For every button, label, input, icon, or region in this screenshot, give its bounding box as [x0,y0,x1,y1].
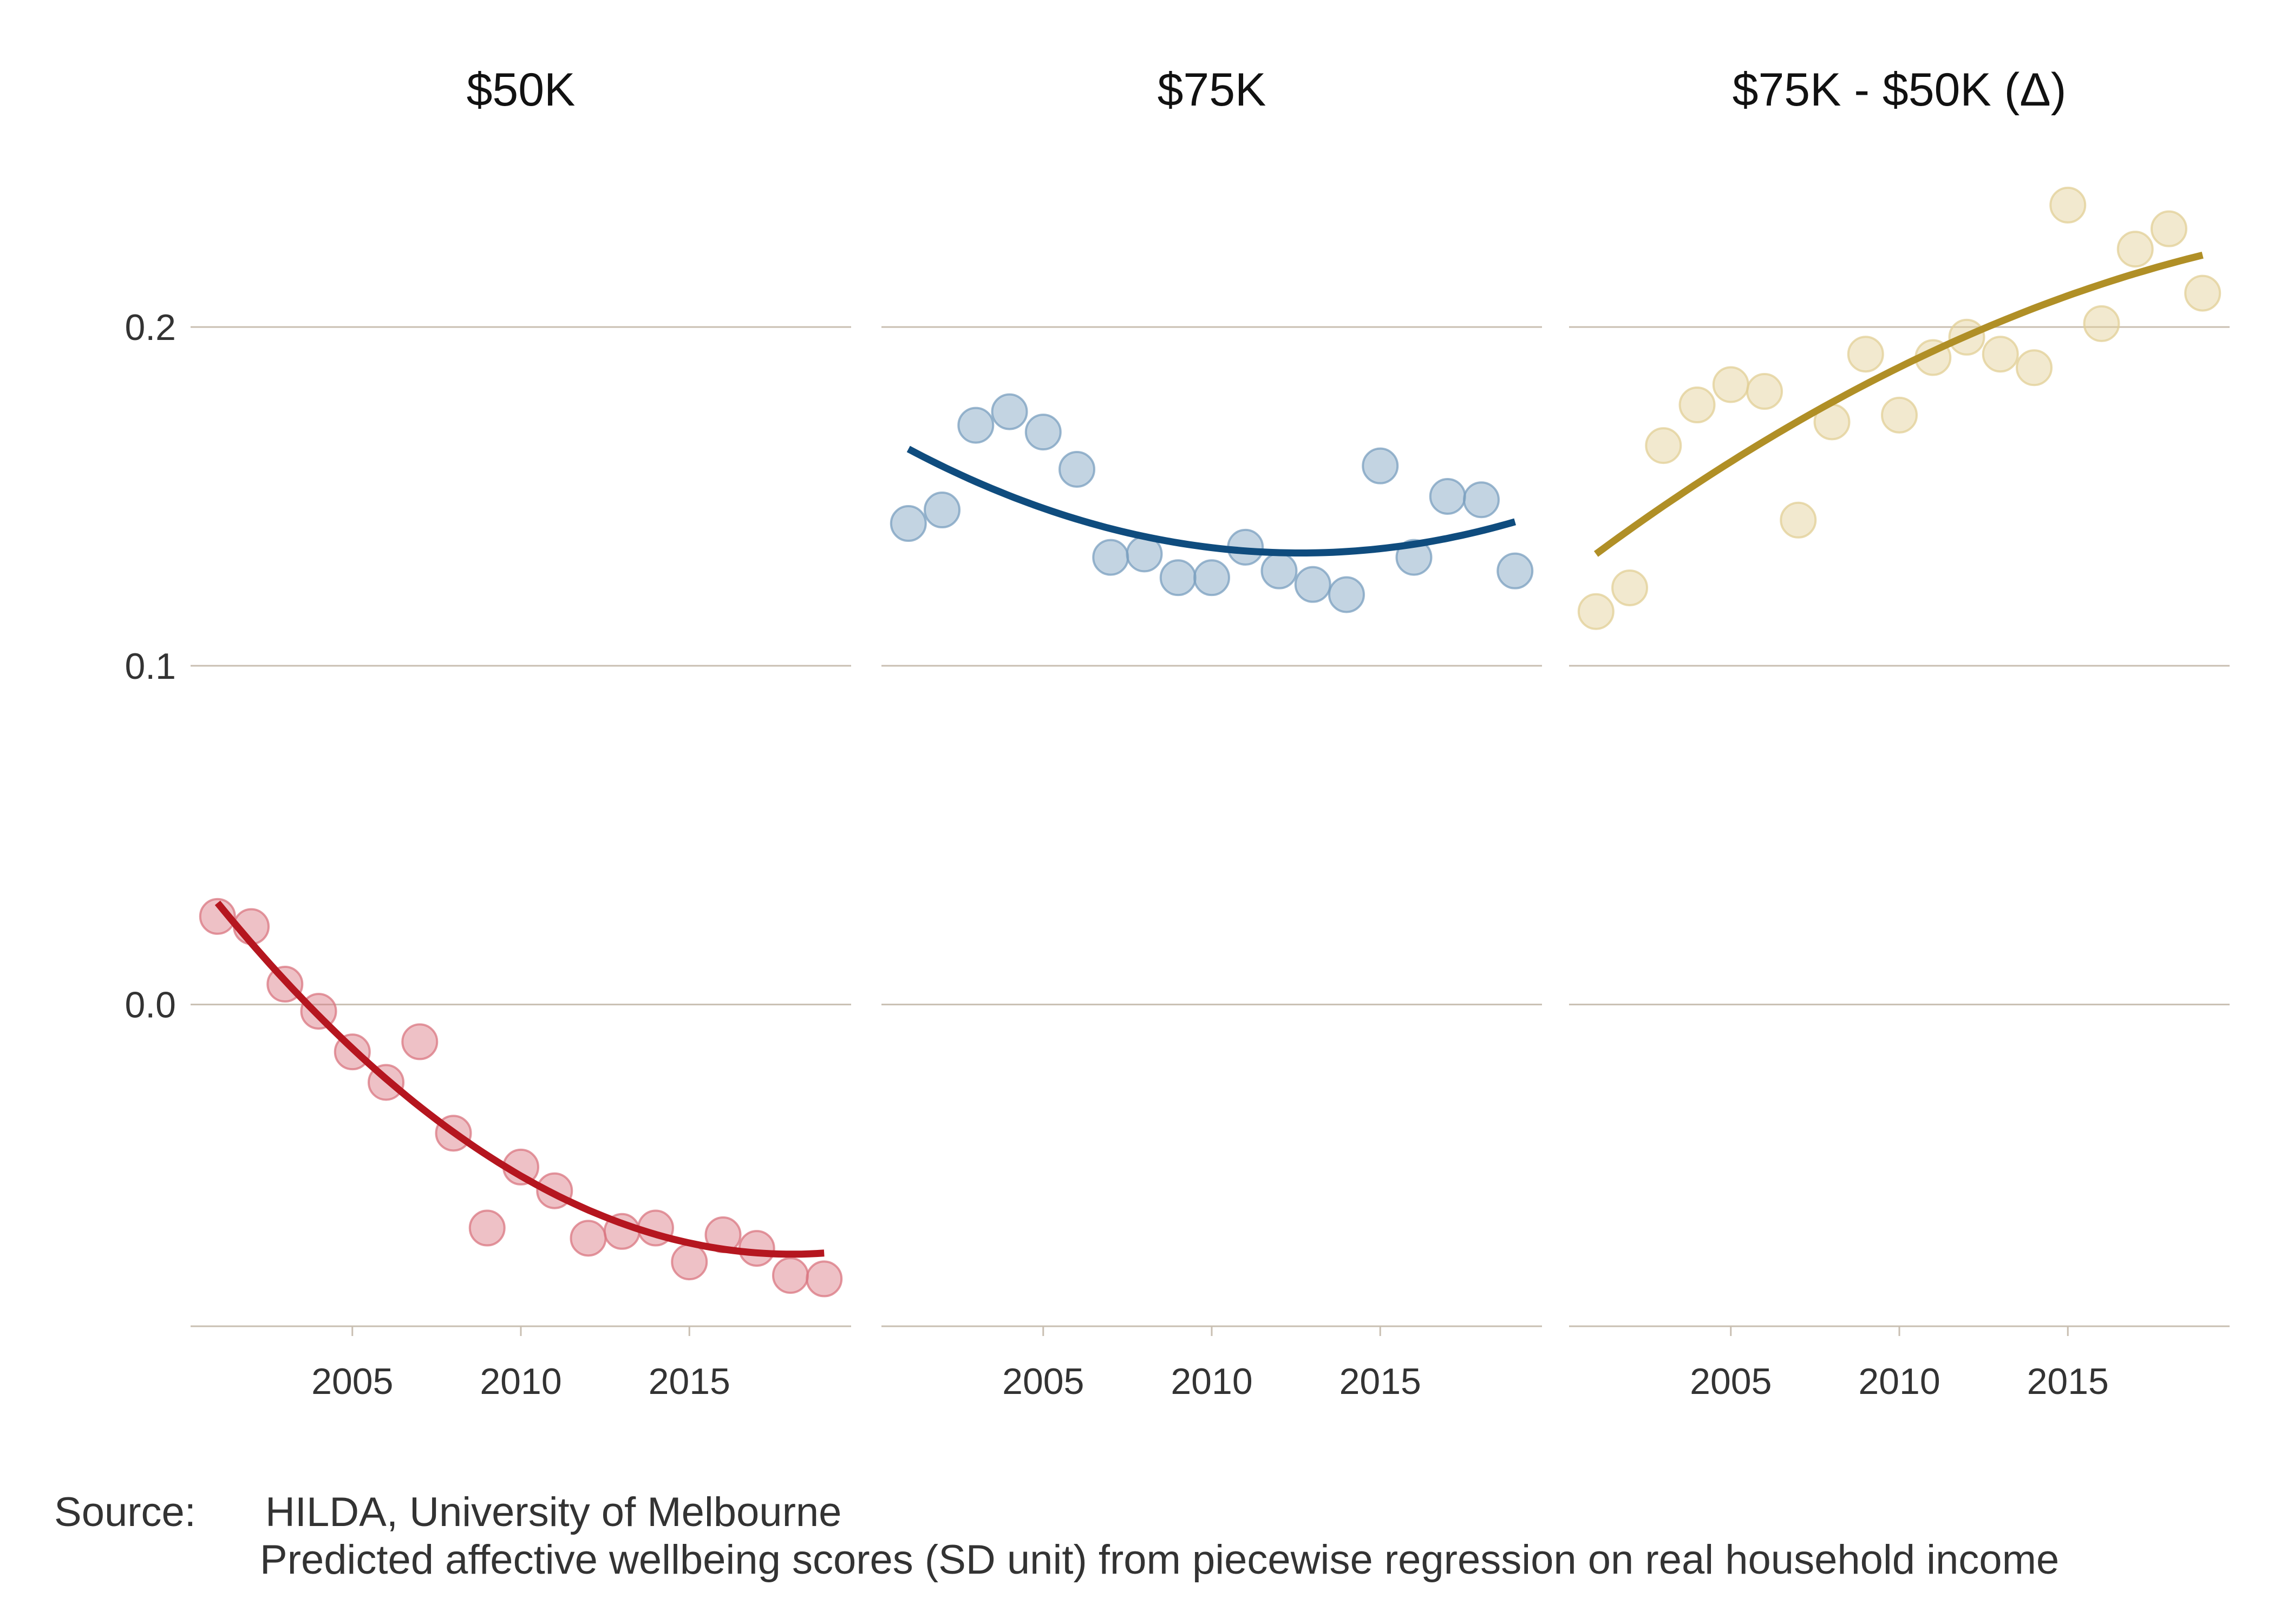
data-point [1712,366,1749,403]
data-point [1746,373,1783,410]
data-point [1645,427,1682,464]
trend-line [214,900,825,1258]
data-point [2184,274,2221,312]
data-point [1429,478,1466,515]
x-tick-label: 2010 [1858,1361,1940,1402]
x-tick-label: 2010 [480,1361,561,1402]
source-label: Source: [54,1489,196,1535]
data-point [1462,481,1500,519]
data-point [1362,447,1399,484]
data-point [570,1220,607,1257]
data-point [1260,552,1298,590]
data-point [957,407,995,444]
data-point [2083,305,2120,342]
x-tick-label: 2010 [1171,1361,1252,1402]
data-point [199,898,236,935]
data-point [1847,336,1884,373]
panel-title: $50K [467,64,576,116]
data-point [1982,336,2019,373]
data-point [924,492,961,529]
data-point [1497,552,1534,590]
data-point [1092,539,1129,576]
data-point [2116,231,2154,268]
data-point [468,1209,506,1247]
x-tick-label: 2005 [1002,1361,1084,1402]
data-point [890,505,927,542]
data-point [1328,576,1365,613]
source-text: HILDA, University of Melbourne [265,1489,842,1535]
data-point [2049,186,2087,224]
data-point [1159,559,1197,597]
panel-3: $75K - $50K (Δ) 2005 2010 2015 [1569,64,2230,1402]
data-point [1058,450,1096,488]
data-point [991,393,1028,430]
x-tick-label: 2015 [1339,1361,1421,1402]
data-point [1294,566,1331,603]
data-point [1024,414,1062,451]
x-tick-label: 2005 [1690,1361,1772,1402]
y-tick-label: 0.1 [125,646,176,687]
chart-note: Predicted affective wellbeing scores (SD… [260,1537,2060,1583]
data-point [1577,593,1615,630]
data-point [671,1243,708,1281]
panel-title: $75K [1158,64,1266,116]
panel-title: $75K - $50K (Δ) [1733,64,2067,116]
y-tick-label: 0.2 [125,307,176,348]
x-tick-label: 2015 [649,1361,730,1402]
data-point [401,1023,439,1060]
x-tick-label: 2005 [311,1361,393,1402]
data-point [2015,349,2053,387]
panel-1: $50K 2005 2010 2015 [191,64,851,1402]
trend-line [1593,251,2204,557]
data-point [1780,501,1817,539]
data-point [1678,387,1716,424]
data-point [1881,396,1918,434]
data-point [806,1260,843,1298]
data-point [1193,559,1230,597]
y-tick-label: 0.0 [125,985,176,1026]
panel-2: $75K 2005 2010 2015 [881,64,1542,1402]
data-point [1611,569,1649,606]
trend-line [906,446,1516,556]
x-tick-label: 2015 [2027,1361,2109,1402]
data-point [2150,210,2187,247]
data-point [772,1257,809,1294]
